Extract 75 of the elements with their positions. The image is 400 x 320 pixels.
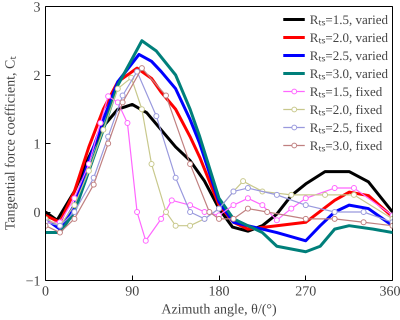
point [332,216,338,222]
point [120,99,126,106]
point [105,93,112,100]
point [259,202,266,208]
point [153,113,160,120]
y-tick-label: 2 [34,69,40,84]
x-axis-title: Azimuth angle, θ/(°) [161,302,277,318]
point [114,86,121,92]
point [97,120,104,126]
point [230,202,236,208]
point [322,192,328,198]
point [100,126,106,133]
point [162,209,169,215]
point [105,140,112,146]
point [56,230,63,236]
x-tick-label: 180 [208,284,230,300]
point [138,106,145,112]
point [206,209,212,215]
legend-label: Rₜₛ=3.0, varied [310,65,388,82]
x-tick-label: 90 [125,284,140,300]
point [187,202,194,208]
point [172,174,179,181]
point [71,216,78,222]
point [244,195,251,202]
legend-label: Rₜₛ=1.5, varied [310,11,388,28]
point [288,206,294,212]
point [230,216,236,222]
y-tick-label: −1 [26,274,41,290]
legend-label: Rₜₛ=1.5, fixed [310,83,382,100]
point [302,202,309,208]
x-tick-label: 360 [380,284,400,300]
point [187,209,194,215]
legend-label: Rₜₛ=2.5, fixed [310,119,382,136]
point [142,238,149,244]
point [124,120,130,126]
point [302,216,309,222]
point [90,182,97,188]
point [187,161,194,168]
y-tick-label: 1 [34,138,40,152]
point [168,197,175,204]
point [274,192,280,198]
point [350,185,357,192]
point [216,216,222,222]
point [302,195,309,202]
x-tick-label: 270 [295,284,316,300]
point [71,209,78,215]
point [332,209,338,215]
legend-label: Rₜₛ=2.0, varied [310,29,388,46]
point [148,161,155,168]
point [264,209,270,215]
point [71,202,78,208]
point [332,185,338,192]
point [244,206,251,212]
point [134,209,140,215]
point [187,222,194,229]
point [244,185,251,192]
point [240,178,246,184]
point [158,216,164,222]
point [86,168,92,174]
point [360,209,367,215]
point [274,217,280,224]
y-axis-title: Tangential force coefficient, Cₜ [4,56,19,230]
point [350,192,357,198]
y-tick-label: 3 [34,0,40,16]
legend-label: Rₜₛ=2.5, varied [310,47,388,64]
point [138,65,145,72]
point [134,68,140,75]
legend-label: Rₜₛ=3.0, fixed [310,137,382,154]
legend-label: Rₜₛ=2.0, fixed [310,101,382,118]
point [162,92,169,99]
point [120,92,126,99]
point [288,192,294,198]
y-tick-label: 0 [34,206,40,221]
point [360,219,367,226]
point [172,222,179,229]
